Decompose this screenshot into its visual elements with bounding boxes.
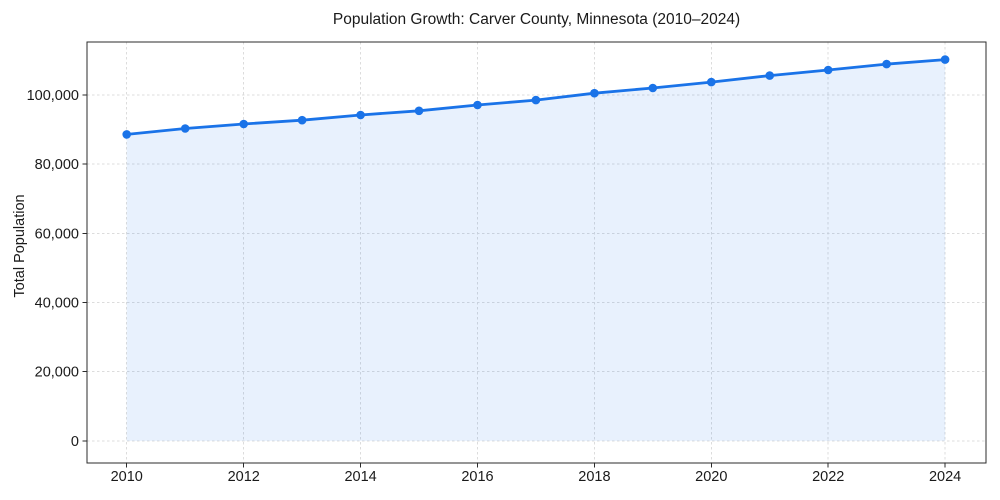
x-tick-label: 2014 xyxy=(344,469,376,485)
data-point-2017 xyxy=(531,95,541,105)
data-point-2011 xyxy=(180,124,190,133)
x-tick-label: 2020 xyxy=(695,469,727,485)
x-tick-label: 2010 xyxy=(111,469,143,485)
data-point-2013 xyxy=(297,115,307,125)
data-point-2015 xyxy=(414,106,424,116)
data-point-2010 xyxy=(122,130,131,139)
y-tick-label: 0 xyxy=(71,434,79,450)
data-point-2012 xyxy=(239,119,248,129)
x-tick-label: 2024 xyxy=(929,469,961,485)
x-tick-label: 2012 xyxy=(228,469,260,485)
data-point-2021 xyxy=(765,71,774,80)
data-point-2019 xyxy=(648,83,658,93)
data-point-2020 xyxy=(707,77,716,87)
data-point-2023 xyxy=(882,59,891,69)
area-fill xyxy=(126,59,946,441)
chart-title: Population Growth: Carver County, Minnes… xyxy=(332,11,741,28)
plot-border xyxy=(86,41,987,464)
x-tick-label: 2022 xyxy=(812,469,844,485)
x-tick-label: 2016 xyxy=(461,469,493,485)
data-point-2018 xyxy=(590,88,599,98)
y-tick-label: 100,000 xyxy=(27,88,79,104)
y-tick-label: 40,000 xyxy=(35,296,79,312)
data-point-2022 xyxy=(823,65,833,75)
data-point-2024 xyxy=(940,55,950,64)
y-tick-label: 80,000 xyxy=(35,157,79,173)
data-point-2014 xyxy=(356,110,365,120)
y-tick-label: 60,000 xyxy=(35,226,79,242)
data-point-2016 xyxy=(473,100,482,110)
y-tick-label: 20,000 xyxy=(35,365,79,381)
x-tick-label: 2018 xyxy=(578,469,610,485)
